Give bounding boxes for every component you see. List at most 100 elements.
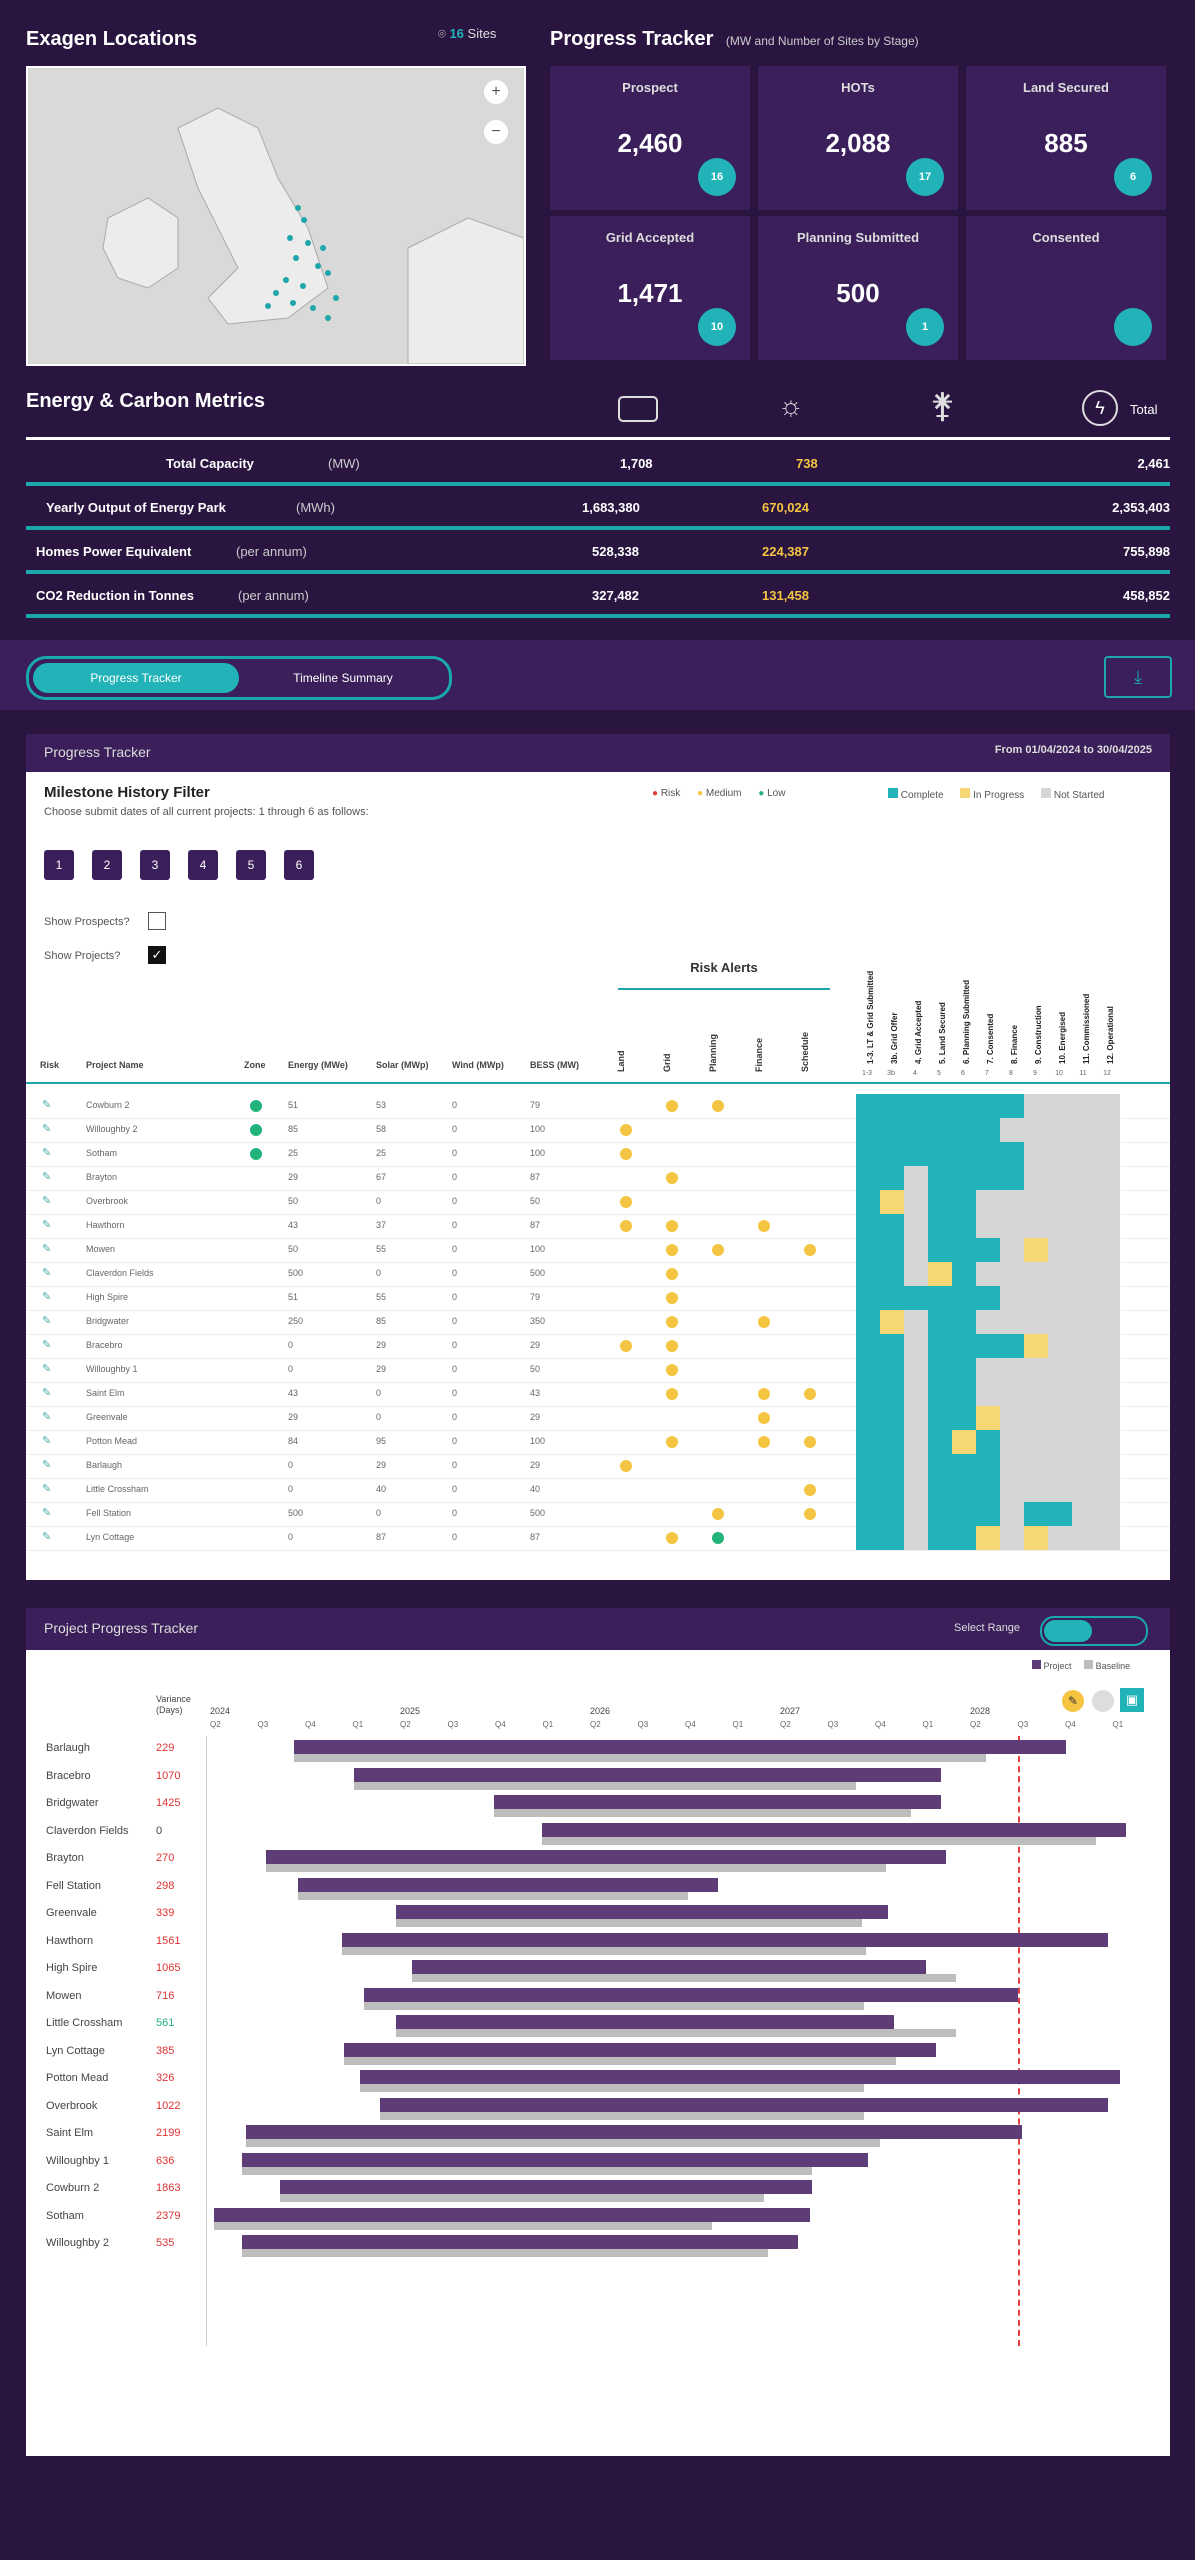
edit-row-icon[interactable]: ✎ (42, 1435, 52, 1447)
project-bar[interactable] (280, 2180, 812, 2194)
edit-row-icon[interactable]: ✎ (42, 1291, 52, 1303)
edit-row-icon[interactable]: ✎ (42, 1411, 52, 1423)
milestone-button-2[interactable]: 2 (92, 850, 122, 880)
project-bar[interactable] (214, 2207, 810, 2222)
edit-row-icon[interactable]: ✎ (42, 1243, 52, 1255)
zoom-in-icon[interactable]: + (484, 80, 508, 104)
table-row[interactable]: ✎ Overbrook 50 0 0 50 (26, 1190, 1170, 1215)
col-header-wind[interactable]: Wind (MWp) (452, 1060, 504, 1070)
table-row[interactable]: ✎ Claverdon Fields 500 0 0 500 (26, 1262, 1170, 1287)
col-header-bess[interactable]: BESS (MW) (530, 1060, 579, 1070)
range-toggle-active[interactable] (1044, 1620, 1092, 1642)
project-bar[interactable] (380, 2097, 1108, 2112)
table-row[interactable]: ✎ Fell Station 500 0 0 500 (26, 1502, 1170, 1527)
edit-row-icon[interactable]: ✎ (42, 1315, 52, 1327)
project-bar[interactable] (412, 1960, 926, 1974)
table-row[interactable]: ✎ Potton Mead 84 95 0 100 (26, 1430, 1170, 1455)
project-bar[interactable] (360, 2070, 1120, 2084)
edit-row-icon[interactable]: ✎ (42, 1363, 52, 1375)
pencil-icon[interactable]: ✎ (1062, 1690, 1084, 1712)
edit-row-icon[interactable]: ✎ (42, 1531, 52, 1543)
project-bar[interactable] (298, 1877, 718, 1892)
col-header-project-name[interactable]: Project Name (86, 1060, 144, 1070)
project-bar[interactable] (542, 1822, 1126, 1837)
project-bar[interactable] (242, 2235, 798, 2249)
col-header-energy[interactable]: Energy (MWe) (288, 1060, 348, 1070)
stage-status-cell (1048, 1190, 1073, 1214)
col-header-solar[interactable]: Solar (MWp) (376, 1060, 429, 1070)
table-row[interactable]: ✎ Little Crossham 0 40 0 40 (26, 1478, 1170, 1503)
col-header-zone[interactable]: Zone (244, 1060, 266, 1070)
table-row[interactable]: ✎ Brayton 29 67 0 87 (26, 1166, 1170, 1191)
edit-row-icon[interactable]: ✎ (42, 1171, 52, 1183)
risk-indicator (620, 1220, 632, 1232)
tile-land-secured[interactable]: Land Secured 885 6 (966, 66, 1166, 210)
project-bar[interactable] (342, 1932, 1108, 1947)
toggle-progress-tracker[interactable]: Progress Tracker (33, 663, 239, 693)
table-row[interactable]: ✎ Bridgwater 250 85 0 350 (26, 1310, 1170, 1335)
tile-prospect[interactable]: Prospect 2,460 16 (550, 66, 750, 210)
edit-row-icon[interactable]: ✎ (42, 1267, 52, 1279)
project-bar[interactable] (242, 2152, 868, 2167)
edit-row-icon[interactable]: ✎ (42, 1099, 52, 1111)
edit-row-icon[interactable]: ✎ (42, 1507, 52, 1519)
project-bar[interactable] (396, 1905, 888, 1919)
milestone-button-3[interactable]: 3 (140, 850, 170, 880)
edit-row-icon[interactable]: ✎ (42, 1147, 52, 1159)
download-icon[interactable]: ⤓ (1104, 656, 1172, 698)
edit-row-icon[interactable]: ✎ (42, 1123, 52, 1135)
table-row[interactable]: ✎ Hawthorn 43 37 0 87 (26, 1214, 1170, 1239)
col-header-risk[interactable]: Risk (40, 1060, 60, 1070)
project-bar[interactable] (364, 1987, 1018, 2002)
project-bar[interactable] (246, 2125, 1022, 2139)
table-row[interactable]: ✎ Willoughby 2 85 58 0 100 (26, 1118, 1170, 1143)
edit-row-icon[interactable]: ✎ (42, 1195, 52, 1207)
show-prospects-checkbox[interactable] (148, 912, 166, 930)
tile-consented[interactable]: Consented (966, 216, 1166, 360)
tile-planning-submitted[interactable]: Planning Submitted 500 1 (758, 216, 958, 360)
zoom-out-icon[interactable]: − (484, 120, 508, 144)
tile-grid-accepted[interactable]: Grid Accepted 1,471 10 (550, 216, 750, 360)
tile-hots[interactable]: HOTs 2,088 17 (758, 66, 958, 210)
edit-row-icon[interactable]: ✎ (42, 1483, 52, 1495)
project-bar[interactable] (344, 2042, 936, 2057)
stage-status-cell (976, 1406, 1001, 1430)
quarter-label: Q4 (875, 1720, 886, 1729)
table-row[interactable]: ✎ Greenvale 29 0 0 29 (26, 1406, 1170, 1431)
project-bar[interactable] (266, 1850, 946, 1864)
table-row[interactable]: ✎ Saint Elm 43 0 0 43 (26, 1382, 1170, 1407)
toggle-timeline-summary[interactable]: Timeline Summary (293, 671, 393, 685)
table-row[interactable]: ✎ Mowen 50 55 0 100 (26, 1238, 1170, 1263)
edit-row-icon[interactable]: ✎ (42, 1219, 52, 1231)
edit-row-icon[interactable]: ✎ (42, 1459, 52, 1471)
circle-icon[interactable] (1092, 1690, 1114, 1712)
table-row[interactable]: ✎ Cowburn 2 51 53 0 79 (26, 1094, 1170, 1119)
table-row[interactable]: ✎ Sotham 25 25 0 100 (26, 1142, 1170, 1167)
project-bar[interactable] (294, 1740, 1066, 1754)
table-row[interactable]: ✎ High Spire 51 55 0 79 (26, 1286, 1170, 1311)
show-projects-checkbox[interactable]: ✓ (148, 946, 166, 964)
milestone-button-5[interactable]: 5 (236, 850, 266, 880)
edit-row-icon[interactable]: ✎ (42, 1339, 52, 1351)
table-row[interactable]: ✎ Bracebro 0 29 0 29 (26, 1334, 1170, 1359)
cell-energy: 0 (288, 1484, 294, 1494)
edit-row-icon[interactable]: ✎ (42, 1387, 52, 1399)
milestone-button-4[interactable]: 4 (188, 850, 218, 880)
image-icon[interactable]: ▣ (1120, 1688, 1144, 1712)
view-toggle[interactable]: Progress Tracker Timeline Summary (26, 656, 452, 700)
project-bar[interactable] (354, 1767, 941, 1782)
solar-icon: ☼ (778, 390, 804, 421)
project-bar[interactable] (494, 1795, 941, 1809)
cell-solar: 87 (376, 1532, 387, 1542)
gantt-legend: Project Baseline (1032, 1660, 1130, 1671)
uk-map[interactable]: + − (26, 66, 526, 366)
table-row[interactable]: ✎ Barlaugh 0 29 0 29 (26, 1454, 1170, 1479)
milestone-button-1[interactable]: 1 (44, 850, 74, 880)
table-row[interactable]: ✎ Lyn Cottage 0 87 0 87 (26, 1526, 1170, 1551)
milestone-button-6[interactable]: 6 (284, 850, 314, 880)
stage-status-cell (904, 1166, 929, 1190)
baseline-bar (344, 2056, 896, 2065)
project-bar[interactable] (396, 2015, 894, 2029)
range-toggle[interactable] (1040, 1616, 1148, 1646)
table-row[interactable]: ✎ Willoughby 1 0 29 0 50 (26, 1358, 1170, 1383)
